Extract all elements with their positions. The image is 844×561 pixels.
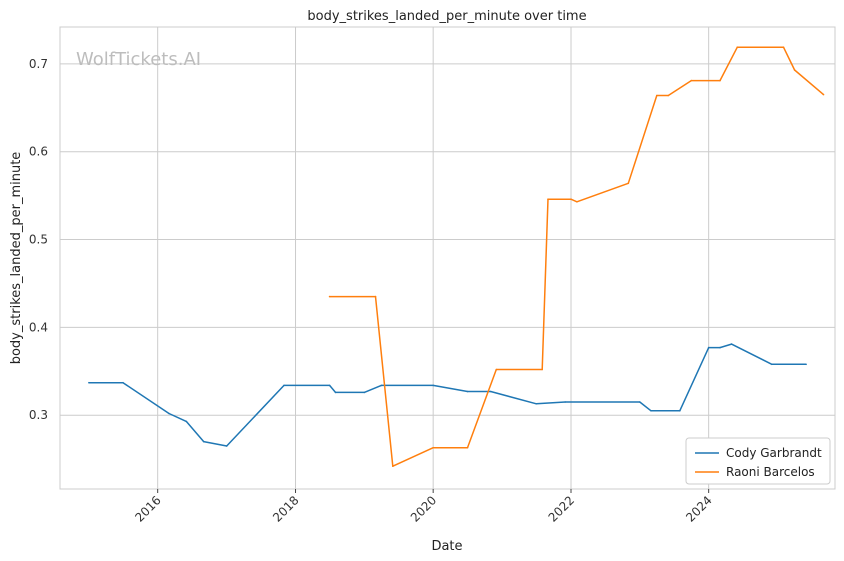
data-point-raoni-barcelos-11 — [656, 94, 658, 97]
y-tick-label-0.5: 0.5 — [29, 233, 48, 247]
data-point-raoni-barcelos-8 — [570, 198, 572, 200]
legend-label-cody-garbrandt: Cody Garbrandt — [726, 446, 822, 460]
data-point-cody-garbrandt-15 — [564, 401, 566, 403]
x-tick-label-2018: 2018 — [270, 493, 301, 524]
data-point-cody-garbrandt-11 — [432, 384, 435, 387]
data-point-cody-garbrandt-9 — [363, 391, 366, 394]
data-point-raoni-barcelos-16 — [782, 46, 785, 48]
legend-label-raoni-barcelos: Raoni Barcelos — [726, 465, 815, 479]
data-point-raoni-barcelos-4 — [466, 446, 469, 449]
data-point-cody-garbrandt-8 — [334, 391, 337, 394]
grid — [60, 27, 835, 493]
x-tick-label-2016: 2016 — [132, 493, 163, 524]
x-axis-title: Date — [431, 539, 462, 554]
y-tick-label-0.6: 0.6 — [29, 145, 48, 159]
data-point-raoni-barcelos-14 — [719, 79, 721, 82]
data-point-raoni-barcelos-6 — [541, 368, 543, 371]
data-point-cody-garbrandt-17 — [650, 410, 652, 412]
data-point-raoni-barcelos-1 — [374, 295, 377, 298]
x-tick-label-2022: 2022 — [546, 493, 577, 524]
data-point-cody-garbrandt-22 — [771, 363, 773, 366]
data-point-cody-garbrandt-1 — [122, 381, 124, 384]
data-point-cody-garbrandt-10 — [380, 384, 383, 387]
chart-title: body_strikes_landed_per_minute over time — [307, 9, 586, 24]
series-group — [88, 46, 825, 468]
data-point-cody-garbrandt-16 — [639, 401, 641, 403]
data-point-raoni-barcelos-15 — [736, 46, 739, 48]
data-point-raoni-barcelos-17 — [793, 69, 796, 71]
data-point-raoni-barcelos-0 — [328, 295, 331, 298]
data-point-raoni-barcelos-9 — [576, 201, 578, 203]
data-point-raoni-barcelos-12 — [667, 94, 670, 97]
data-point-raoni-barcelos-2 — [392, 465, 394, 468]
y-tick-label-0.7: 0.7 — [29, 57, 48, 71]
watermark: WolfTickets.AI — [76, 49, 201, 70]
plot-area — [59, 26, 836, 490]
series-line-cody-garbrandt — [88, 343, 807, 447]
data-point-raoni-barcelos-10 — [627, 182, 630, 185]
data-point-raoni-barcelos-3 — [432, 446, 435, 449]
data-point-cody-garbrandt-20 — [719, 346, 721, 349]
data-point-cody-garbrandt-5 — [225, 445, 228, 447]
x-tick-label-2024: 2024 — [683, 493, 714, 524]
data-point-raoni-barcelos-7 — [547, 198, 549, 200]
data-point-cody-garbrandt-0 — [88, 381, 90, 384]
data-point-cody-garbrandt-4 — [202, 440, 205, 443]
data-point-cody-garbrandt-23 — [805, 363, 807, 366]
data-point-cody-garbrandt-18 — [679, 410, 681, 412]
y-tick-labels: 0.3 0.4 0.5 0.6 0.7 — [29, 57, 48, 422]
data-point-raoni-barcelos-13 — [690, 79, 693, 82]
data-point-cody-garbrandt-21 — [730, 343, 733, 345]
y-axis-title: body_strikes_landed_per_minute — [9, 152, 24, 365]
x-tick-label-2020: 2020 — [408, 493, 439, 524]
data-point-cody-garbrandt-7 — [328, 384, 331, 387]
data-point-cody-garbrandt-14 — [535, 403, 538, 405]
data-point-raoni-barcelos-18 — [822, 93, 825, 96]
y-tick-label-0.3: 0.3 — [29, 408, 48, 422]
legend: Cody Garbrandt Raoni Barcelos — [685, 437, 831, 485]
data-point-cody-garbrandt-13 — [489, 390, 492, 393]
data-point-cody-garbrandt-6 — [283, 384, 285, 387]
data-point-raoni-barcelos-5 — [495, 368, 498, 371]
x-tick-labels: 2016 2018 2020 2022 2024 — [132, 493, 714, 524]
legend-box — [685, 437, 831, 485]
data-point-cody-garbrandt-12 — [466, 390, 469, 393]
data-point-cody-garbrandt-2 — [168, 412, 170, 415]
data-point-cody-garbrandt-19 — [707, 346, 710, 349]
data-point-cody-garbrandt-3 — [185, 420, 188, 423]
y-tick-label-0.4: 0.4 — [29, 320, 48, 334]
